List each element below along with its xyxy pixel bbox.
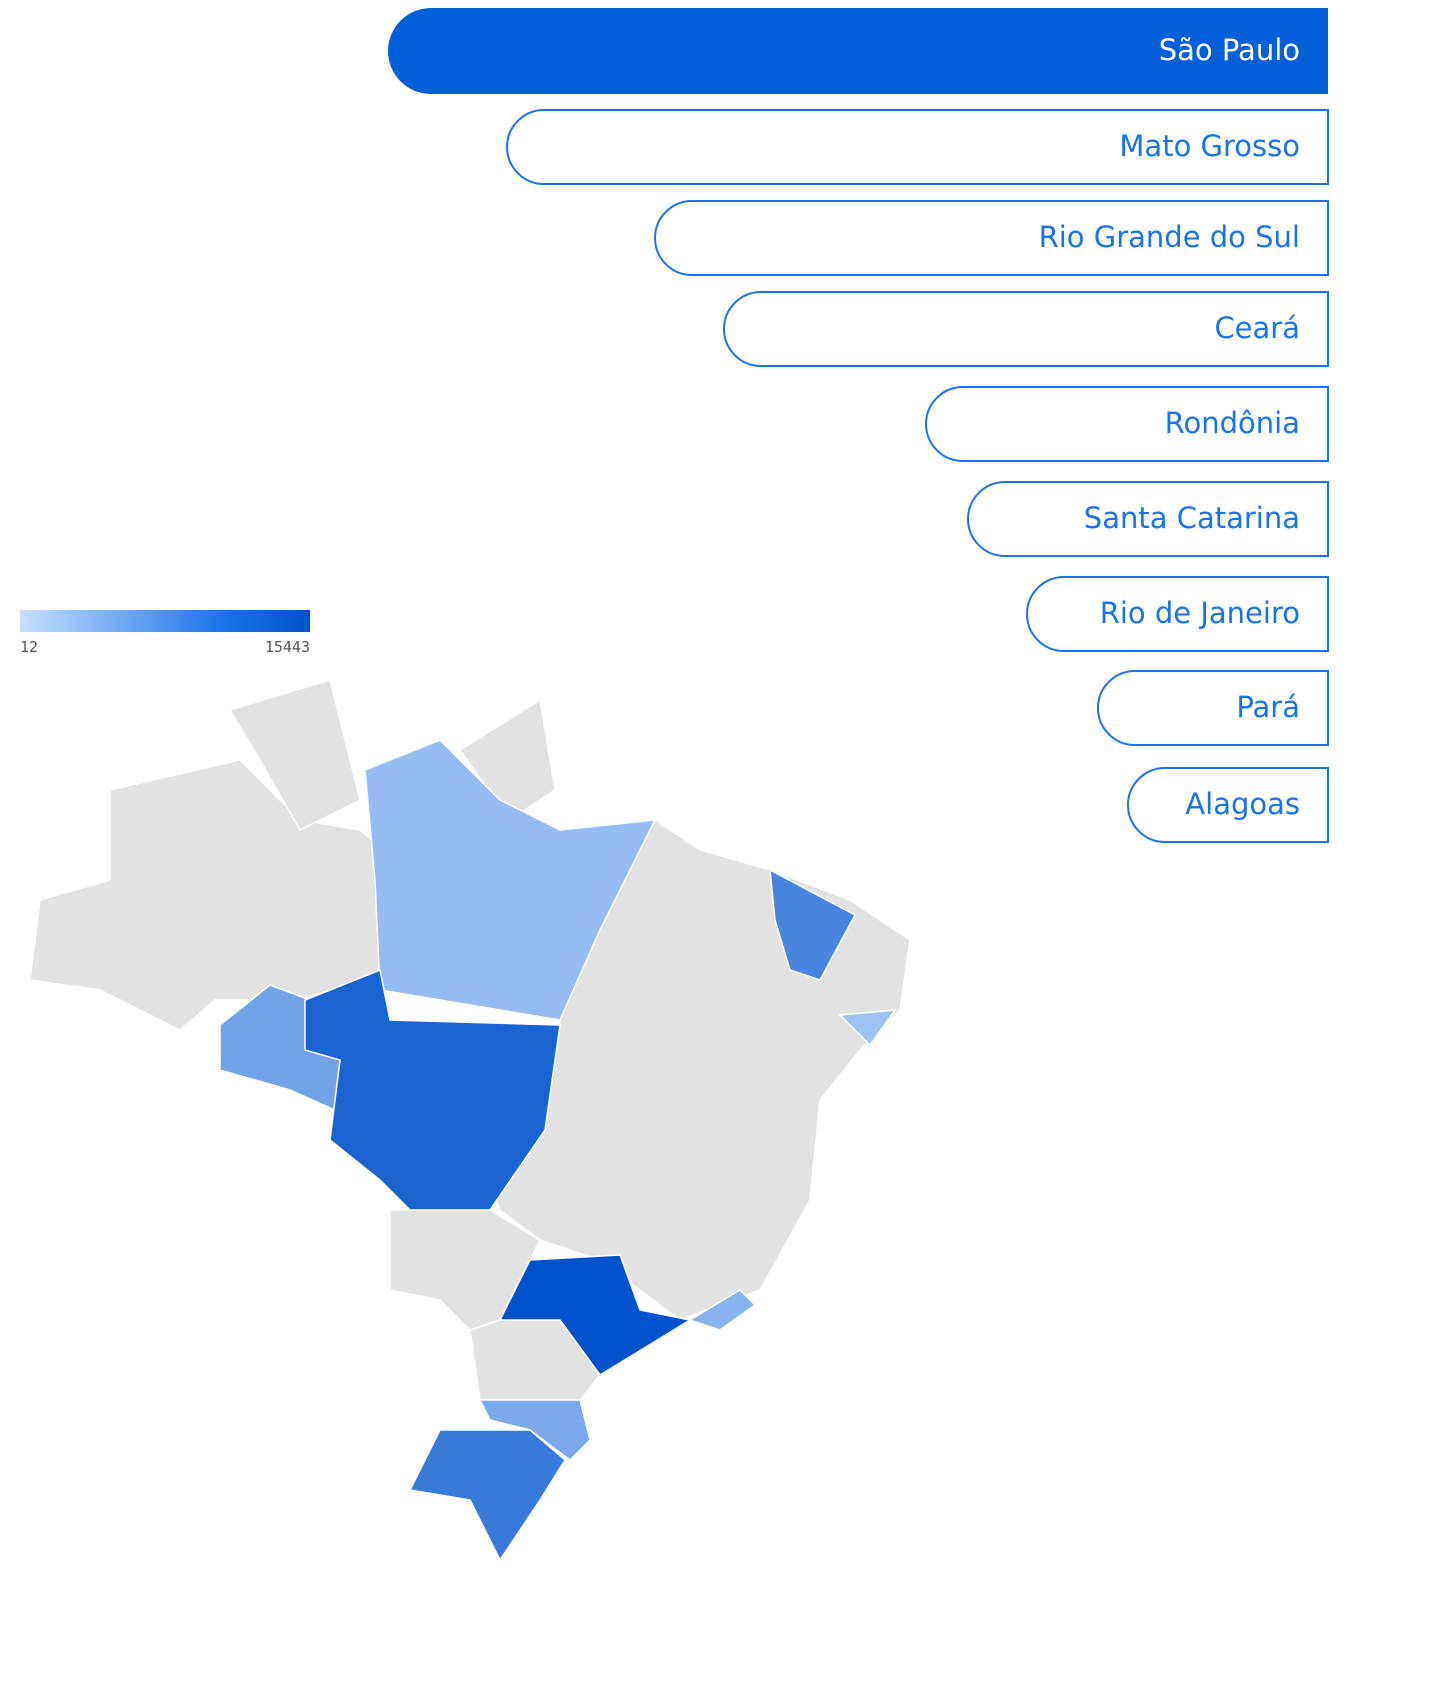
state bbox=[304, 968, 561, 1211]
state bbox=[688, 1289, 757, 1331]
bar-label: São Paulo bbox=[1159, 33, 1300, 67]
state bbox=[478, 1399, 591, 1461]
bar bbox=[654, 200, 1329, 276]
map bbox=[29, 679, 911, 1562]
bar-label: Rio de Janeiro bbox=[1100, 596, 1300, 630]
bar bbox=[1097, 670, 1329, 746]
state bbox=[498, 1254, 693, 1377]
bar bbox=[723, 291, 1329, 367]
bar-label: Santa Catarina bbox=[1084, 501, 1300, 535]
bar bbox=[967, 481, 1329, 557]
state bbox=[408, 1429, 566, 1562]
bar bbox=[388, 8, 1328, 94]
state bbox=[228, 679, 361, 831]
bar-label: Ceará bbox=[1214, 311, 1300, 345]
state bbox=[364, 739, 657, 1021]
state bbox=[838, 1009, 897, 1047]
bar-label: Rio Grande do Sul bbox=[1039, 220, 1300, 254]
legend-gradient bbox=[20, 610, 310, 632]
bar-label: Mato Grosso bbox=[1119, 129, 1300, 163]
legend-min: 12 bbox=[20, 638, 38, 656]
bar-label: Alagoas bbox=[1185, 787, 1300, 821]
bar bbox=[1127, 767, 1329, 843]
bar bbox=[1026, 576, 1329, 652]
bar bbox=[925, 386, 1329, 462]
bar-label: Pará bbox=[1236, 690, 1300, 724]
legend-max: 15443 bbox=[265, 638, 310, 656]
bar bbox=[506, 109, 1329, 185]
bar-label: Rondônia bbox=[1165, 406, 1300, 440]
state bbox=[769, 868, 857, 981]
